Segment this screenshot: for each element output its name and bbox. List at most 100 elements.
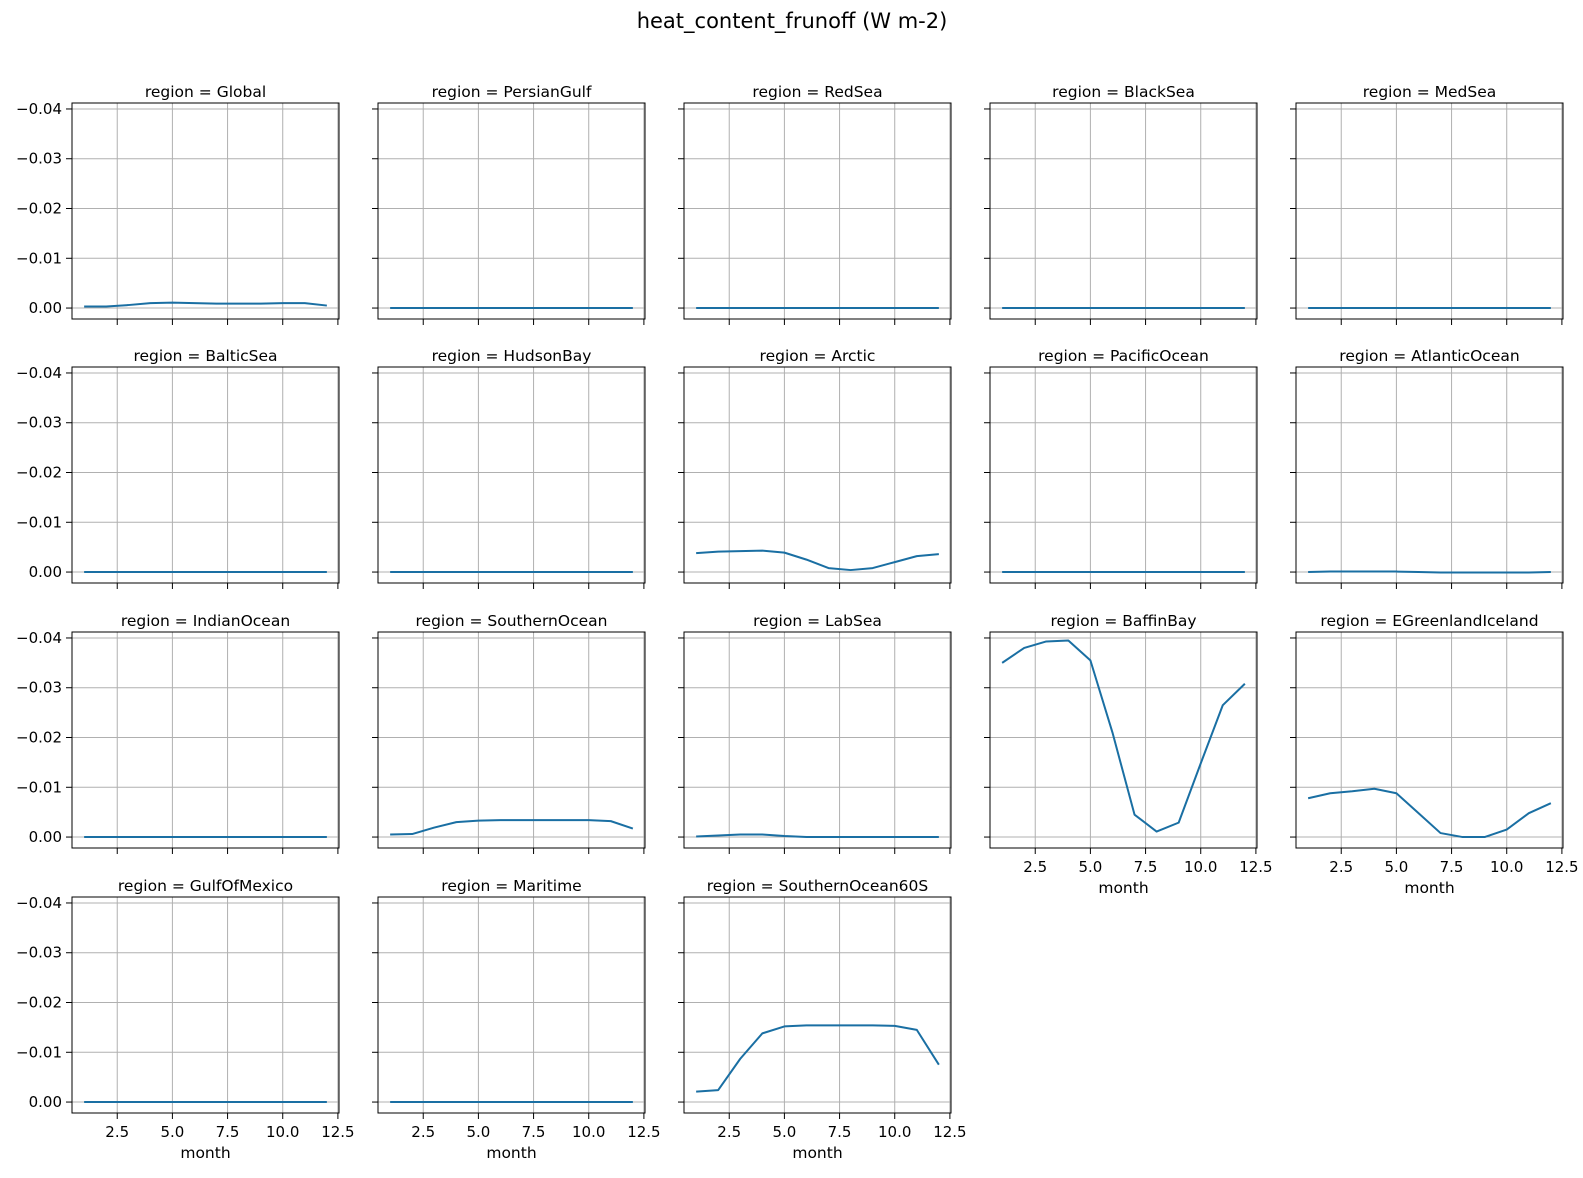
y-tick-label: −0.03 bbox=[16, 150, 62, 168]
axes-frame bbox=[683, 102, 952, 320]
panel-title: region = Arctic bbox=[760, 347, 876, 365]
axes-frame bbox=[377, 631, 646, 849]
x-tick-label: 7.5 bbox=[828, 1123, 852, 1141]
axes-frame bbox=[683, 366, 952, 584]
x-tick-label: 7.5 bbox=[1134, 858, 1158, 876]
y-tick-label: 0.00 bbox=[29, 828, 62, 846]
x-tick-label: 5.0 bbox=[466, 1123, 490, 1141]
panel-title: region = Maritime bbox=[441, 877, 581, 895]
axes-frame bbox=[377, 366, 646, 584]
y-tick-label: −0.02 bbox=[16, 464, 62, 482]
y-tick-label: −0.04 bbox=[16, 364, 62, 382]
axes-frame bbox=[71, 102, 340, 320]
axes-frame bbox=[683, 631, 952, 849]
panel-title: region = SouthernOcean60S bbox=[707, 877, 929, 895]
y-tick-label: −0.03 bbox=[16, 414, 62, 432]
x-tick-label: 5.0 bbox=[1078, 858, 1102, 876]
panel: region = BalticSea −0.04 −0.03 −0.02 −0.01 0.… bbox=[16, 347, 340, 589]
series-line bbox=[696, 1024, 940, 1093]
axes-frame bbox=[71, 631, 340, 849]
x-tick-label: 2.5 bbox=[411, 1123, 435, 1141]
panel-title: region = Global bbox=[145, 83, 266, 101]
y-tick-label: 0.00 bbox=[29, 1093, 62, 1111]
x-tick-label: 5.0 bbox=[1384, 858, 1408, 876]
panel: region = Maritime 2.5 5.0 7.5 10.0 12.5 month bbox=[372, 877, 661, 1162]
y-tick-label: −0.02 bbox=[16, 994, 62, 1012]
y-tick-label: 0.00 bbox=[29, 563, 62, 581]
series-line bbox=[696, 833, 939, 839]
panel-title: region = PersianGulf bbox=[432, 83, 592, 101]
x-axis-label: month bbox=[1404, 879, 1454, 897]
figure-title: heat_content_frunoff (W m-2) bbox=[637, 9, 948, 34]
axes-frame bbox=[71, 896, 340, 1114]
y-tick-label: −0.01 bbox=[16, 778, 62, 796]
panel-title: region = BlackSea bbox=[1052, 83, 1195, 101]
x-tick-label: 7.5 bbox=[216, 1123, 240, 1141]
series-line bbox=[390, 819, 634, 836]
series-line bbox=[1307, 787, 1552, 839]
panel: region = PersianGulf bbox=[372, 83, 646, 325]
panel-title: region = SouthernOcean bbox=[416, 612, 608, 630]
panel-title: region = EGreenlandIceland bbox=[1320, 612, 1538, 630]
y-tick-label: −0.04 bbox=[16, 100, 62, 118]
x-axis-label: month bbox=[792, 1144, 842, 1162]
series-line bbox=[696, 549, 939, 572]
panel: region = SouthernOcean60S 2.5 5.0 7.5 10.0 12… bbox=[678, 877, 967, 1162]
y-tick-label: −0.03 bbox=[16, 679, 62, 697]
y-tick-label: −0.03 bbox=[16, 944, 62, 962]
axes-frame bbox=[71, 366, 340, 584]
panel-title: region = BaffinBay bbox=[1050, 612, 1196, 630]
x-tick-label: 5.0 bbox=[772, 1123, 796, 1141]
x-tick-label: 10.0 bbox=[266, 1123, 299, 1141]
panel-title: region = HudsonBay bbox=[432, 347, 592, 365]
panel-title: region = IndianOcean bbox=[121, 612, 290, 630]
axes-frame bbox=[1295, 631, 1564, 849]
panel: region = RedSea bbox=[678, 83, 952, 325]
axes-frame bbox=[1295, 102, 1564, 320]
panel: region = BaffinBay 2.5 5.0 7.5 10.0 12.5 month bbox=[984, 612, 1273, 897]
panel-title: region = GulfOfMexico bbox=[118, 877, 293, 895]
x-tick-label: 12.5 bbox=[1239, 858, 1272, 876]
x-tick-label: 12.5 bbox=[627, 1123, 660, 1141]
panel-title: region = LabSea bbox=[753, 612, 882, 630]
panel-title: region = MedSea bbox=[1363, 83, 1496, 101]
x-axis-label: month bbox=[1098, 879, 1148, 897]
series-line bbox=[1001, 639, 1246, 833]
x-tick-label: 7.5 bbox=[522, 1123, 546, 1141]
x-tick-label: 10.0 bbox=[1490, 858, 1523, 876]
panel: region = Arctic bbox=[678, 347, 952, 589]
panel: region = EGreenlandIceland 2.5 5.0 7.5 10.0 1… bbox=[1290, 612, 1579, 897]
panel: region = GulfOfMexico −0.04 −0.03 −0.02 −0.0… bbox=[16, 877, 355, 1162]
panel: region = AtlanticOcean bbox=[1290, 347, 1564, 589]
axes-frame bbox=[377, 102, 646, 320]
axes-frame bbox=[989, 631, 1258, 849]
axes-frame bbox=[377, 896, 646, 1114]
y-tick-label: −0.04 bbox=[16, 894, 62, 912]
x-tick-label: 10.0 bbox=[878, 1123, 911, 1141]
panel: region = IndianOcean −0.04 −0.03 −0.02 −0.01… bbox=[16, 612, 340, 854]
panel: region = MedSea bbox=[1290, 83, 1564, 325]
series-line bbox=[1308, 570, 1551, 574]
axes-frame bbox=[989, 366, 1258, 584]
x-tick-label: 5.0 bbox=[160, 1123, 184, 1141]
axes-frame bbox=[683, 896, 952, 1114]
series-line bbox=[84, 301, 327, 308]
axes-frame bbox=[1295, 366, 1564, 584]
x-tick-label: 7.5 bbox=[1440, 858, 1464, 876]
panel-title: region = RedSea bbox=[752, 83, 882, 101]
panel-title: region = AtlanticOcean bbox=[1339, 347, 1519, 365]
panel-grid: region = Global−0.04−0.03−0.02−0.010.00r… bbox=[16, 83, 1579, 1162]
panel: region = HudsonBay bbox=[372, 347, 646, 589]
x-tick-label: 10.0 bbox=[1184, 858, 1217, 876]
x-axis-label: month bbox=[180, 1144, 230, 1162]
x-tick-label: 2.5 bbox=[717, 1123, 741, 1141]
x-axis-label: month bbox=[486, 1144, 536, 1162]
y-tick-label: −0.01 bbox=[16, 1043, 62, 1061]
y-tick-label: −0.01 bbox=[16, 249, 62, 267]
panel: region = SouthernOcean bbox=[372, 612, 646, 854]
x-tick-label: 12.5 bbox=[321, 1123, 354, 1141]
panel: region = LabSea bbox=[678, 612, 952, 854]
axes-frame bbox=[989, 102, 1258, 320]
y-tick-label: −0.04 bbox=[16, 629, 62, 647]
